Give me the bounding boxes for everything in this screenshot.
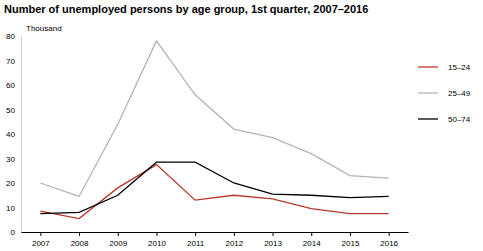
y-tick: 80 xyxy=(6,32,21,41)
x-tick-label: 2015 xyxy=(342,239,360,248)
x-tick-mark xyxy=(118,232,119,236)
x-tick-mark xyxy=(234,232,235,236)
legend-label: 50–74 xyxy=(448,115,471,124)
chart: Number of unemployed persons by age grou… xyxy=(0,0,483,251)
x-axis: 2007 2008 2009 2010 2011 2012 2013 2014 2015 2016 xyxy=(22,232,409,248)
x-tick: 2011 xyxy=(187,232,205,248)
x-tick: 2013 xyxy=(264,232,282,248)
x-tick: 2010 xyxy=(148,232,166,248)
x-tick-label: 2011 xyxy=(187,239,205,248)
plot-area xyxy=(40,41,388,219)
y-axis: 0 10 20 30 40 50 60 70 80 xyxy=(6,32,21,237)
series-line xyxy=(40,162,388,213)
y-tick-label: 80 xyxy=(6,32,15,41)
x-tick-mark xyxy=(311,232,312,236)
y-tick: 70 xyxy=(6,57,21,66)
x-tick-mark xyxy=(273,232,274,236)
y-tick-label: 50 xyxy=(6,106,15,115)
x-tick-label: 2012 xyxy=(225,239,243,248)
x-tick: 2016 xyxy=(380,232,398,248)
x-tick: 2015 xyxy=(342,232,360,248)
y-tick: 30 xyxy=(6,155,21,164)
x-tick-mark xyxy=(195,232,196,236)
y-tick-label: 60 xyxy=(6,81,15,90)
y-tick: 50 xyxy=(6,106,21,115)
x-tick-mark xyxy=(40,232,41,236)
legend-swatch xyxy=(418,92,438,93)
legend: 15–24 25–49 50–74 xyxy=(418,63,471,124)
y-tick-label: 0 xyxy=(11,228,16,237)
x-tick-mark xyxy=(79,232,80,236)
x-tick-label: 2008 xyxy=(71,239,89,248)
x-tick-label: 2016 xyxy=(380,239,398,248)
y-tick-label: 40 xyxy=(6,130,15,139)
legend-item: 15–24 xyxy=(418,63,471,72)
x-tick-label: 2010 xyxy=(148,239,166,248)
y-tick: 40 xyxy=(6,130,21,139)
legend-item: 50–74 xyxy=(418,115,471,124)
x-tick-label: 2014 xyxy=(303,239,321,248)
y-tick: 10 xyxy=(6,204,21,213)
y-tick: 60 xyxy=(6,81,21,90)
x-tick: 2007 xyxy=(32,232,50,248)
legend-swatch xyxy=(418,118,438,119)
x-tick-mark xyxy=(389,232,390,236)
x-tick-label: 2007 xyxy=(32,239,50,248)
x-tick-mark xyxy=(350,232,351,236)
y-tick: 20 xyxy=(6,179,21,188)
y-tick-label: 10 xyxy=(6,204,15,213)
x-tick: 2012 xyxy=(225,232,243,248)
y-axis-label: Thousand xyxy=(26,24,62,33)
x-tick: 2009 xyxy=(109,232,127,248)
legend-label: 15–24 xyxy=(448,63,471,72)
title: Number of unemployed persons by age grou… xyxy=(4,3,368,15)
x-tick: 2008 xyxy=(71,232,89,248)
y-tick-label: 20 xyxy=(6,179,15,188)
legend-label: 25–49 xyxy=(448,89,471,98)
y-axis-line xyxy=(21,37,22,233)
x-tick: 2014 xyxy=(303,232,321,248)
y-tick-label: 30 xyxy=(6,155,15,164)
legend-item: 25–49 xyxy=(418,89,471,98)
legend-swatch xyxy=(418,66,438,67)
x-tick-mark xyxy=(156,232,157,236)
x-tick-label: 2009 xyxy=(109,239,127,248)
x-tick-label: 2013 xyxy=(264,239,282,248)
y-tick-label: 70 xyxy=(6,57,15,66)
y-tick: 0 xyxy=(11,228,21,237)
